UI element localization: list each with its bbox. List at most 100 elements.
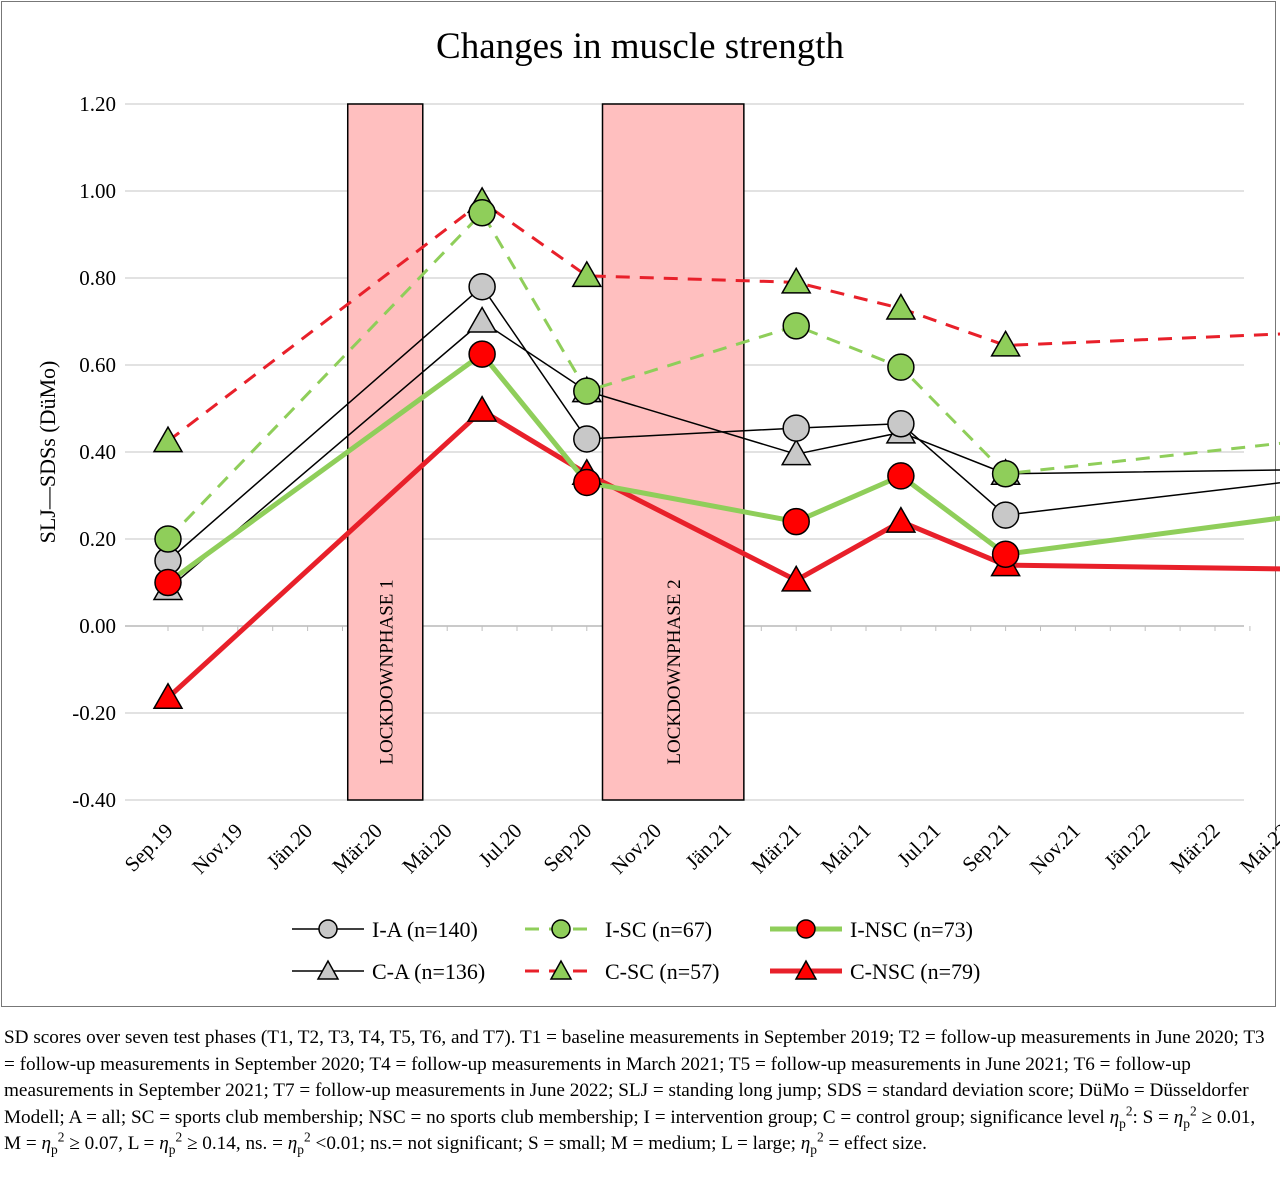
data-point [991,460,1020,488]
data-point [571,260,603,288]
y-tick-label: 1.20 [79,92,116,116]
x-tick-label: Mär.21 [746,819,805,878]
legend-label: I-SC (n=67) [605,917,712,942]
eta-subscript: p [1119,1115,1126,1131]
data-point [152,425,184,453]
x-tick-label: Mär.22 [1165,819,1224,878]
caption-text-6: <0.01; ns.= not significant; S = small; … [310,1133,801,1155]
eta-subscript: p [297,1142,304,1158]
x-tick-label: Mai.21 [816,819,875,878]
legend-label: I-NSC (n=73) [850,917,973,942]
data-point [991,501,1020,529]
figure-caption: SD scores over seven test phases (T1, T2… [4,1025,1272,1158]
lockdown-label-2: LOCKDOWNPHASE 2 [664,579,685,764]
chart: Changes in muscle strength -0.40 -0.20 0.00… [35,26,1280,984]
data-point [573,468,601,497]
eta-subscript: p [810,1142,818,1158]
legend-label: C-SC (n=57) [605,959,719,984]
data-point [780,564,812,592]
x-tick-label: Nov.20 [606,819,666,879]
eta-superscript: 2 [1125,1103,1133,1119]
caption-text-5: ≥ 0.14, ns. = [182,1133,288,1155]
data-point [466,395,498,422]
legend-marker [316,959,340,980]
eta-superscript: 2 [303,1129,311,1145]
x-tick-label: Jän.22 [1099,819,1154,874]
legend-marker [549,959,573,980]
x-tick-label: Jän.21 [681,819,736,874]
data-point [782,507,810,536]
lockdown-label-1: LOCKDOWNPHASE 1 [376,579,397,764]
data-point [782,312,810,340]
data-point [990,329,1021,357]
y-tick-label: 1.00 [79,179,116,203]
data-point [885,506,917,533]
x-tick-label: Mai.20 [397,819,456,878]
x-tick-label: Nov.21 [1025,819,1085,879]
x-tick-label: Mär.20 [327,819,386,878]
y-tick-label: 0.40 [79,440,116,464]
data-point [887,353,915,381]
y-tick-label: 0.80 [79,266,116,290]
caption-text-3: ≥ 0.01, M = [4,1106,1256,1155]
eta-symbol: η [41,1133,52,1155]
data-point [154,525,182,553]
data-point [782,414,810,442]
x-tick-label: Jul.21 [892,819,945,872]
caption-text-4: ≥ 0.07, L = [64,1133,160,1155]
data-point [468,272,496,301]
data-point [991,540,1020,568]
lockdown-region-2 [601,103,745,801]
y-tick-label: 0.60 [79,353,116,377]
eta-symbol: η [1109,1106,1120,1128]
lockdown-region-1 [346,103,424,801]
legend-label: C-A (n=136) [372,959,485,984]
data-point [468,340,496,368]
data-point [152,682,184,710]
y-axis-label: SLJ—SDSs (DüMo) [35,361,60,544]
y-tick-label: -0.20 [72,701,116,725]
chart-title: Changes in muscle strength [436,26,844,67]
eta-symbol: η [159,1133,169,1155]
data-point [780,438,812,466]
legend-marker [794,959,818,980]
eta-superscript: 2 [1190,1103,1197,1119]
legend-label: C-NSC (n=79) [850,959,980,984]
x-tick-label: Sep.20 [539,819,597,877]
y-tick-label: 0.20 [79,527,116,551]
data-point [573,377,601,405]
data-point [573,425,601,453]
figure-frame [1,1,1276,1007]
eta-subscript: p [168,1142,176,1158]
eta-symbol: η [1173,1106,1184,1128]
y-tick-label: -0.40 [72,788,116,812]
eta-superscript: 2 [817,1129,824,1145]
legend-marker [318,919,338,939]
caption-text-7: = effect size. [823,1133,927,1155]
legend-marker [796,919,816,939]
eta-superscript: 2 [175,1129,183,1145]
x-tick-label: Jul.20 [474,819,527,872]
x-tick-label: Jän.20 [262,819,317,874]
caption-text-2: : S = [1132,1106,1174,1128]
data-point [154,568,182,597]
eta-subscript: p [51,1142,58,1158]
x-tick-label: Sep.21 [957,819,1015,877]
data-point [887,409,915,438]
x-tick-label: Mai.22 [1235,819,1280,878]
eta-symbol: η [287,1133,298,1155]
data-point [466,305,498,333]
caption-text-1: SD scores over seven test phases (T1, T2… [4,1027,1265,1128]
data-point [887,462,915,490]
data-point [468,199,496,227]
x-tick-label: Sep.19 [120,819,178,877]
eta-symbol: η [800,1133,811,1155]
legend-label: I-A (n=140) [372,917,478,942]
y-tick-label: 0.00 [79,614,116,638]
data-point [885,292,917,320]
x-tick-label: Nov.19 [187,819,247,879]
legend-marker [551,919,571,939]
eta-superscript: 2 [57,1129,65,1145]
eta-subscript: p [1183,1115,1190,1131]
data-point [780,266,812,294]
